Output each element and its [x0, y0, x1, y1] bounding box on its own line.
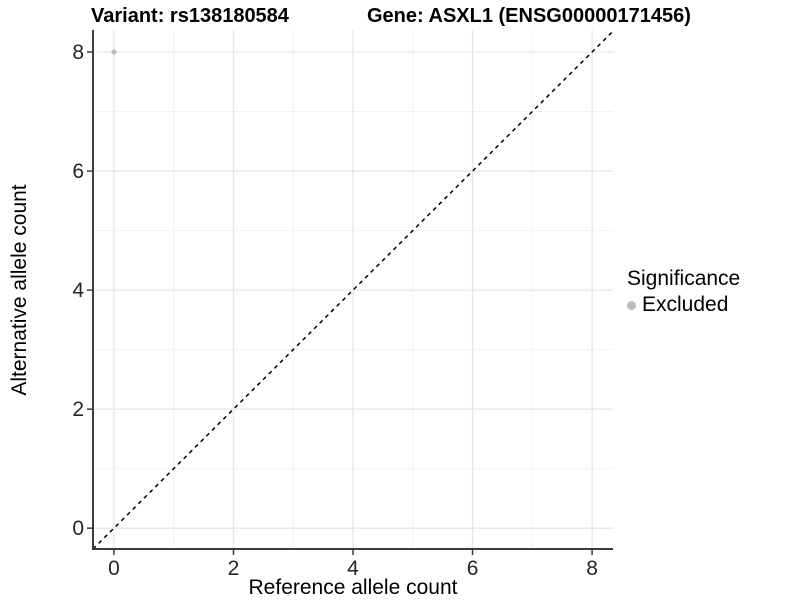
excluded-point-icon — [627, 300, 636, 310]
x-tick-label: 8 — [586, 557, 598, 580]
legend-item-label: Excluded — [642, 293, 729, 316]
x-tick-label: 0 — [108, 557, 120, 580]
y-tick-label: 4 — [72, 279, 84, 302]
data-point — [111, 49, 117, 55]
identity-reference-line — [92, 30, 614, 550]
legend-title: Significance — [627, 267, 741, 290]
y-tick-label: 2 — [72, 398, 84, 421]
y-tick-label: 8 — [72, 41, 84, 64]
legend: Significance Excluded — [627, 267, 740, 317]
y-axis-label: Alternative allele count — [8, 184, 31, 396]
x-tick-label: 2 — [228, 557, 240, 580]
x-axis-label: Reference allele count — [248, 576, 458, 599]
plot-title-gene: Gene: ASXL1 (ENSG00000171456) — [367, 5, 691, 27]
y-tick-label: 6 — [72, 160, 84, 183]
y-tick-label: 0 — [72, 517, 84, 540]
plot-title-variant: Variant: rs138180584 — [91, 5, 289, 27]
legend-item-excluded: Excluded — [627, 293, 740, 317]
x-tick-label: 6 — [467, 557, 479, 580]
x-tick-label: 4 — [347, 557, 359, 580]
